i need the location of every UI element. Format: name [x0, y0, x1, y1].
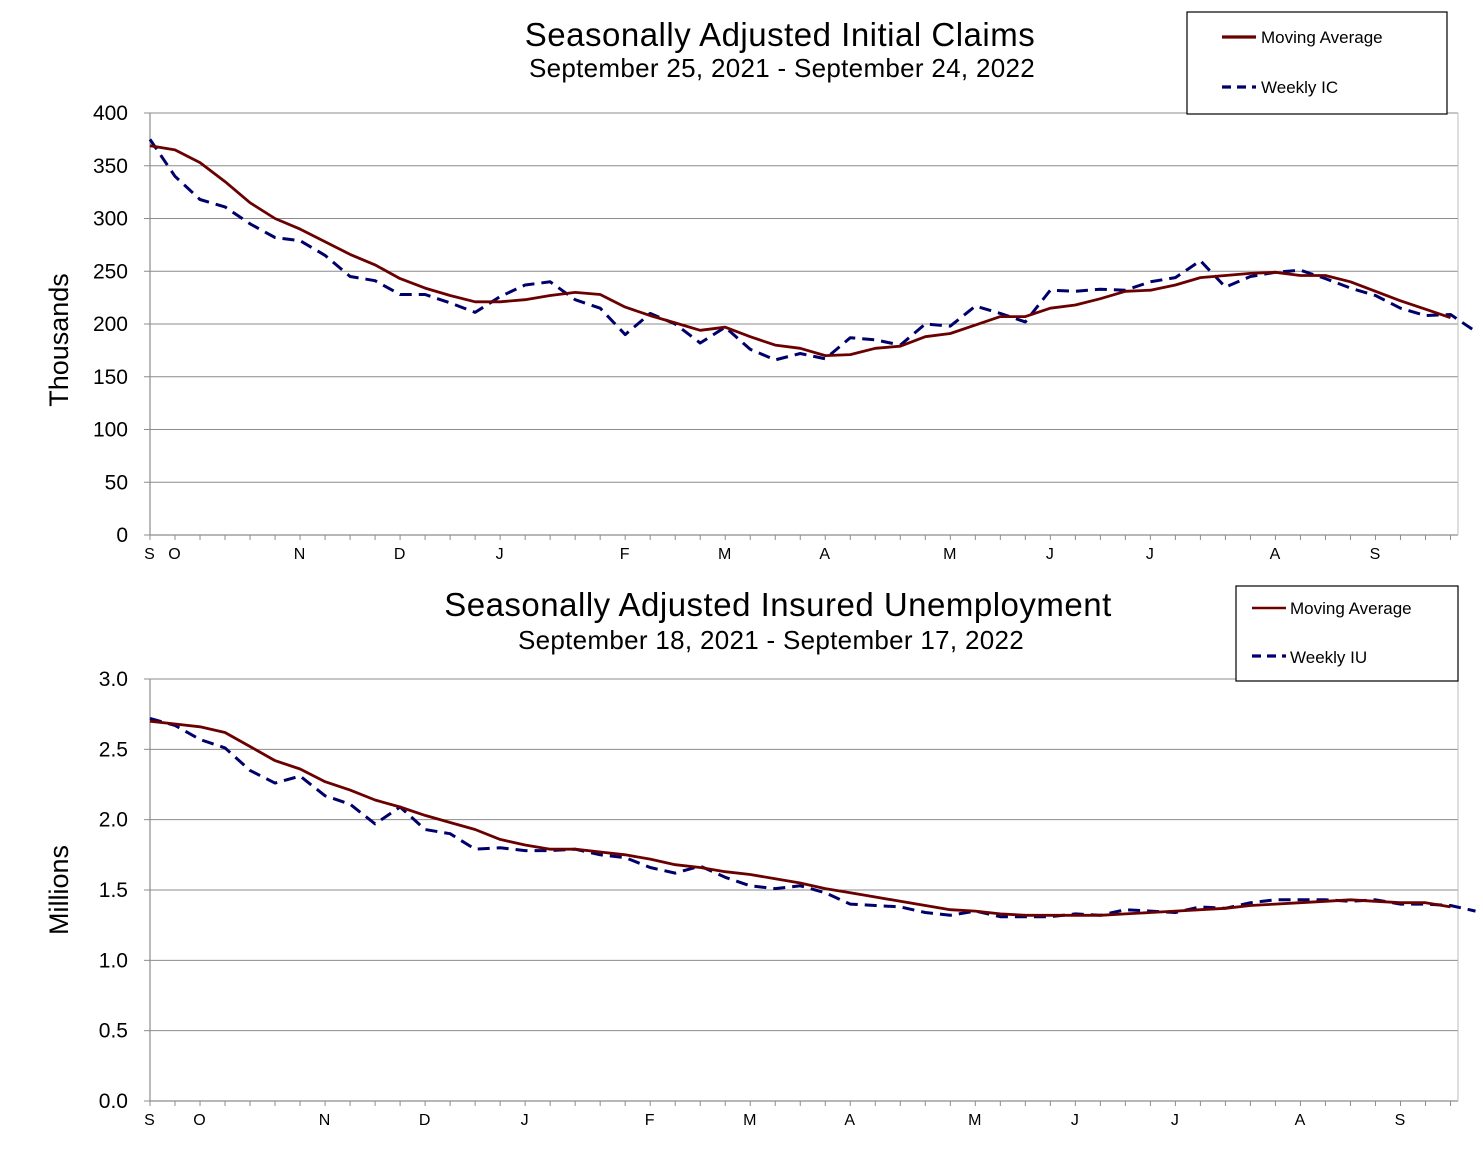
- chart-title: Seasonally Adjusted Insured Unemployment: [444, 586, 1112, 623]
- x-tick-label: J: [1171, 1112, 1180, 1129]
- x-tick-label: M: [743, 1112, 757, 1129]
- x-tick-label: J: [1071, 1112, 1080, 1129]
- x-tick-label: J: [496, 546, 505, 563]
- y-tick-label: 0.0: [99, 1090, 128, 1113]
- x-tick-label: D: [394, 546, 407, 563]
- x-tick-label: J: [521, 1112, 530, 1129]
- y-tick-label: 1.0: [99, 949, 128, 972]
- moving-average-series-line: [149, 719, 1451, 917]
- y-tick-labels: 0.0 0.5 1.0 1.5 2.0 2.5 3.0: [99, 668, 128, 1113]
- legend-box: [1186, 11, 1448, 115]
- x-tick-label: S: [1370, 546, 1382, 563]
- legend-label-moving-average: Moving Average: [1261, 28, 1383, 47]
- x-tick-label: N: [319, 1112, 332, 1129]
- y-tick-label: 250: [93, 260, 128, 283]
- legend-label-weekly-ic: Weekly IC: [1261, 78, 1338, 97]
- legend: Moving Average Weekly IU: [1235, 585, 1459, 682]
- y-axis-label: Thousands: [44, 273, 74, 407]
- y-tick-label: 400: [93, 102, 128, 125]
- series-lines: [148, 138, 1477, 362]
- y-tick-label: 300: [93, 208, 128, 231]
- weekly-series-line: [148, 138, 1477, 362]
- x-tick-label: N: [294, 546, 307, 563]
- legend-label-moving-average: Moving Average: [1290, 599, 1412, 618]
- chart-title: Seasonally Adjusted Initial Claims: [525, 16, 1035, 53]
- y-tick-label: 1.5: [99, 879, 128, 902]
- x-tick-label: M: [968, 1112, 982, 1129]
- x-tick-label: O: [168, 546, 181, 563]
- axes: [144, 112, 1459, 540]
- x-tick-label: D: [419, 1112, 432, 1129]
- x-tick-label: A: [819, 546, 831, 563]
- gridlines: [150, 112, 1458, 483]
- y-axis-label: Millions: [44, 845, 74, 935]
- x-tick-label: M: [718, 546, 732, 563]
- x-tick-label: A: [1270, 546, 1282, 563]
- y-tick-label: 2.5: [99, 738, 128, 761]
- x-tick-label: J: [1046, 546, 1055, 563]
- weekly-series-line: [149, 716, 1476, 919]
- x-tick-label: S: [144, 1112, 156, 1129]
- y-tick-label: 0: [116, 524, 128, 547]
- x-tick-label: F: [620, 546, 631, 563]
- insured-unemployment-chart: Seasonally Adjusted Insured Unemployment…: [44, 585, 1476, 1129]
- legend-label-weekly-iu: Weekly IU: [1290, 648, 1367, 667]
- x-tick-label: M: [943, 546, 957, 563]
- chart-subtitle: September 25, 2021 - September 24, 2022: [529, 53, 1035, 83]
- initial-claims-chart: Seasonally Adjusted Initial Claims Septe…: [44, 11, 1477, 563]
- x-tick-label: J: [1146, 546, 1155, 563]
- y-tick-label: 2.0: [99, 809, 128, 832]
- axes: [144, 678, 1459, 1106]
- y-tick-label: 3.0: [99, 668, 128, 691]
- y-tick-label: 200: [93, 313, 128, 336]
- series-lines: [149, 716, 1476, 919]
- moving-average-series-line: [149, 144, 1451, 358]
- legend: Moving Average Weekly IC: [1186, 11, 1448, 115]
- x-tick-label: F: [645, 1112, 656, 1129]
- x-tick-label: A: [844, 1112, 856, 1129]
- x-tick-label: S: [144, 546, 156, 563]
- chart-subtitle: September 18, 2021 - September 17, 2022: [518, 625, 1024, 655]
- legend-box: [1235, 585, 1459, 682]
- x-tick-label: A: [1295, 1112, 1307, 1129]
- y-tick-label: 100: [93, 419, 128, 442]
- y-tick-label: 150: [93, 366, 128, 389]
- y-tick-label: 0.5: [99, 1020, 128, 1043]
- y-tick-label: 50: [105, 471, 128, 494]
- x-tick-label: O: [193, 1112, 206, 1129]
- y-tick-labels: 0 50 100 150 200 250 300 350 400: [93, 102, 128, 547]
- gridlines: [150, 678, 1458, 1032]
- y-tick-label: 350: [93, 155, 128, 178]
- x-tick-label: S: [1395, 1112, 1407, 1129]
